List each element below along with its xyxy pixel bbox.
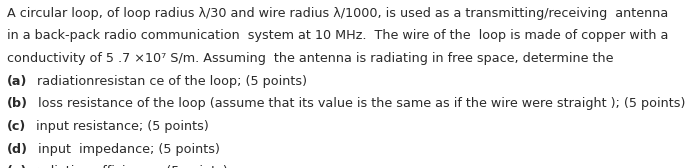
Text: (e): (e) (7, 165, 27, 168)
Text: (d): (d) (7, 143, 28, 156)
Text: radiationresistan ce of the loop; (5 points): radiationresistan ce of the loop; (5 poi… (34, 75, 307, 88)
Text: radiation efficiency.  (5 points): radiation efficiency. (5 points) (34, 165, 228, 168)
Text: conductivity of 5 .7 ×10⁷ S/m. Assuming  the antenna is radiating in free space,: conductivity of 5 .7 ×10⁷ S/m. Assuming … (7, 52, 613, 65)
Text: input resistance; (5 points): input resistance; (5 points) (32, 120, 209, 133)
Text: in a back-pack radio communication  system at 10 MHz.  The wire of the  loop is : in a back-pack radio communication syste… (7, 29, 668, 42)
Text: A circular loop, of loop radius λ/30 and wire radius λ/1000, is used as a transm: A circular loop, of loop radius λ/30 and… (7, 7, 668, 20)
Text: input  impedance; (5 points): input impedance; (5 points) (34, 143, 220, 156)
Text: (a): (a) (7, 75, 27, 88)
Text: (b): (b) (7, 97, 28, 110)
Text: (c): (c) (7, 120, 27, 133)
Text: loss resistance of the loop (assume that its value is the same as if the wire we: loss resistance of the loop (assume that… (34, 97, 685, 110)
